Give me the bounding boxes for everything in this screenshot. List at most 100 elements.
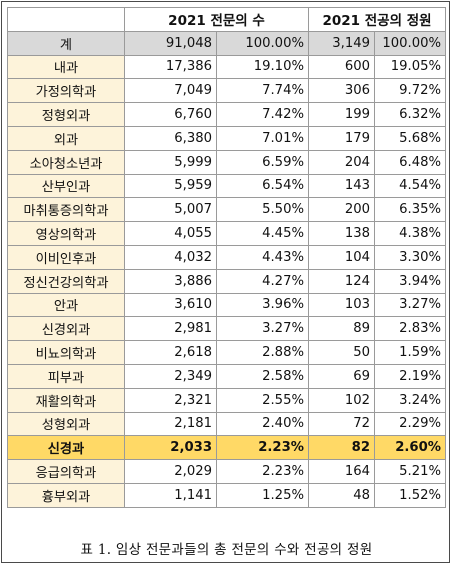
resident-quota: 199 bbox=[308, 102, 375, 127]
department-name: 신경외과 bbox=[7, 316, 125, 342]
department-name: 소아청소년과 bbox=[7, 149, 125, 175]
resident-quota-percent: 1.59% bbox=[373, 340, 447, 365]
table-row: 응급의학과 2,029 2.23% 164 5.21% bbox=[7, 459, 447, 484]
table-caption: 표 1. 임상 전문과들의 총 전문의 수와 전공의 정원 bbox=[80, 542, 373, 558]
resident-quota: 48 bbox=[308, 482, 375, 508]
specialist-count: 17,386 bbox=[124, 54, 217, 80]
department-name: 외과 bbox=[7, 125, 125, 151]
specialist-percent: 5.50% bbox=[216, 197, 309, 223]
resident-quota-percent: 5.21% bbox=[373, 459, 447, 484]
resident-quota-percent: 5.68% bbox=[373, 125, 447, 151]
resident-quota: 138 bbox=[308, 221, 375, 246]
specialist-count: 5,007 bbox=[124, 197, 217, 223]
table-row: 내과 17,386 19.10% 600 19.05% bbox=[7, 54, 447, 80]
resident-quota-percent: 6.48% bbox=[373, 149, 447, 175]
table-row: 정형외과 6,760 7.42% 199 6.32% bbox=[7, 102, 447, 127]
department-name: 내과 bbox=[7, 54, 125, 80]
resident-quota: 143 bbox=[308, 173, 375, 199]
department-name: 가정의학과 bbox=[7, 78, 125, 104]
specialist-count: 4,055 bbox=[124, 221, 217, 246]
specialist-count: 4,032 bbox=[124, 244, 217, 270]
specialist-percent: 2.88% bbox=[216, 340, 309, 365]
resident-quota: 600 bbox=[308, 54, 375, 80]
total-quota: 3,149 bbox=[308, 30, 375, 56]
resident-quota: 89 bbox=[308, 316, 375, 342]
header-row: 2021 전문의 수 2021 전공의 정원 bbox=[7, 7, 447, 32]
specialist-percent: 2.55% bbox=[216, 387, 309, 413]
resident-quota-percent: 3.30% bbox=[373, 244, 447, 270]
resident-quota-percent: 19.05% bbox=[373, 54, 447, 80]
resident-quota: 164 bbox=[308, 459, 375, 484]
table-row-highlighted: 신경과 2,033 2.23% 82 2.60% bbox=[7, 435, 447, 461]
resident-quota-percent: 3.24% bbox=[373, 387, 447, 413]
specialist-count: 6,760 bbox=[124, 102, 217, 127]
specialist-percent: 3.27% bbox=[216, 316, 309, 342]
specialist-count: 2,618 bbox=[124, 340, 217, 365]
resident-quota: 200 bbox=[308, 197, 375, 223]
table-row: 비뇨의학과 2,618 2.88% 50 1.59% bbox=[7, 340, 447, 365]
specialist-percent: 2.40% bbox=[216, 411, 309, 437]
table-row: 신경외과 2,981 3.27% 89 2.83% bbox=[7, 316, 447, 342]
specialist-count: 2,033 bbox=[124, 435, 217, 461]
total-label: 계 bbox=[7, 30, 125, 56]
resident-quota-percent: 3.94% bbox=[373, 268, 447, 294]
specialist-count: 7,049 bbox=[124, 78, 217, 104]
resident-quota: 306 bbox=[308, 78, 375, 104]
department-name: 안과 bbox=[7, 292, 125, 318]
specialist-percent: 7.01% bbox=[216, 125, 309, 151]
resident-quota-percent: 3.27% bbox=[373, 292, 447, 318]
specialist-count: 1,141 bbox=[124, 482, 217, 508]
specialist-count: 3,886 bbox=[124, 268, 217, 294]
header-specialists: 2021 전문의 수 bbox=[124, 7, 309, 32]
specialists-table: 2021 전문의 수 2021 전공의 정원 계 91,048 100.00% … bbox=[7, 7, 447, 508]
resident-quota: 124 bbox=[308, 268, 375, 294]
specialist-percent: 4.43% bbox=[216, 244, 309, 270]
specialist-percent: 19.10% bbox=[216, 54, 309, 80]
resident-quota-percent: 2.29% bbox=[373, 411, 447, 437]
department-name: 산부인과 bbox=[7, 173, 125, 199]
table-row: 재활의학과 2,321 2.55% 102 3.24% bbox=[7, 387, 447, 413]
specialist-percent: 2.23% bbox=[216, 435, 309, 461]
department-name: 재활의학과 bbox=[7, 387, 125, 413]
resident-quota-percent: 1.52% bbox=[373, 482, 447, 508]
header-residents: 2021 전공의 정원 bbox=[307, 7, 447, 32]
resident-quota: 72 bbox=[308, 411, 375, 437]
table-row: 영상의학과 4,055 4.45% 138 4.38% bbox=[7, 221, 447, 246]
table-row: 정신건강의학과 3,886 4.27% 124 3.94% bbox=[7, 268, 447, 294]
specialist-count: 2,349 bbox=[124, 363, 217, 389]
table-row: 성형외과 2,181 2.40% 72 2.29% bbox=[7, 411, 447, 437]
specialist-count: 5,999 bbox=[124, 149, 217, 175]
table-row: 이비인후과 4,032 4.43% 104 3.30% bbox=[7, 244, 447, 270]
table-row: 안과 3,610 3.96% 103 3.27% bbox=[7, 292, 447, 318]
department-name: 정형외과 bbox=[7, 102, 125, 127]
specialist-percent: 7.74% bbox=[216, 78, 309, 104]
resident-quota: 102 bbox=[308, 387, 375, 413]
table-row: 가정의학과 7,049 7.74% 306 9.72% bbox=[7, 78, 447, 104]
department-name: 성형외과 bbox=[7, 411, 125, 437]
resident-quota-percent: 9.72% bbox=[373, 78, 447, 104]
resident-quota-percent: 6.32% bbox=[373, 102, 447, 127]
specialist-count: 2,321 bbox=[124, 387, 217, 413]
resident-quota: 104 bbox=[308, 244, 375, 270]
specialist-percent: 6.54% bbox=[216, 173, 309, 199]
department-name: 이비인후과 bbox=[7, 244, 125, 270]
specialist-count: 5,959 bbox=[124, 173, 217, 199]
department-name: 피부과 bbox=[7, 363, 125, 389]
table-row: 마취통증의학과 5,007 5.50% 200 6.35% bbox=[7, 197, 447, 223]
total-specialists-pct: 100.00% bbox=[216, 30, 309, 56]
specialist-percent: 7.42% bbox=[216, 102, 309, 127]
table-row: 외과 6,380 7.01% 179 5.68% bbox=[7, 125, 447, 151]
specialist-count: 2,981 bbox=[124, 316, 217, 342]
resident-quota: 179 bbox=[308, 125, 375, 151]
total-specialists: 91,048 bbox=[124, 30, 217, 56]
specialist-percent: 2.23% bbox=[216, 459, 309, 484]
specialist-count: 2,029 bbox=[124, 459, 217, 484]
total-row: 계 91,048 100.00% 3,149 100.00% bbox=[7, 30, 447, 56]
specialist-percent: 4.27% bbox=[216, 268, 309, 294]
department-name: 신경과 bbox=[7, 435, 125, 461]
specialist-percent: 6.59% bbox=[216, 149, 309, 175]
resident-quota: 103 bbox=[308, 292, 375, 318]
specialist-percent: 3.96% bbox=[216, 292, 309, 318]
total-quota-pct: 100.00% bbox=[373, 30, 447, 56]
